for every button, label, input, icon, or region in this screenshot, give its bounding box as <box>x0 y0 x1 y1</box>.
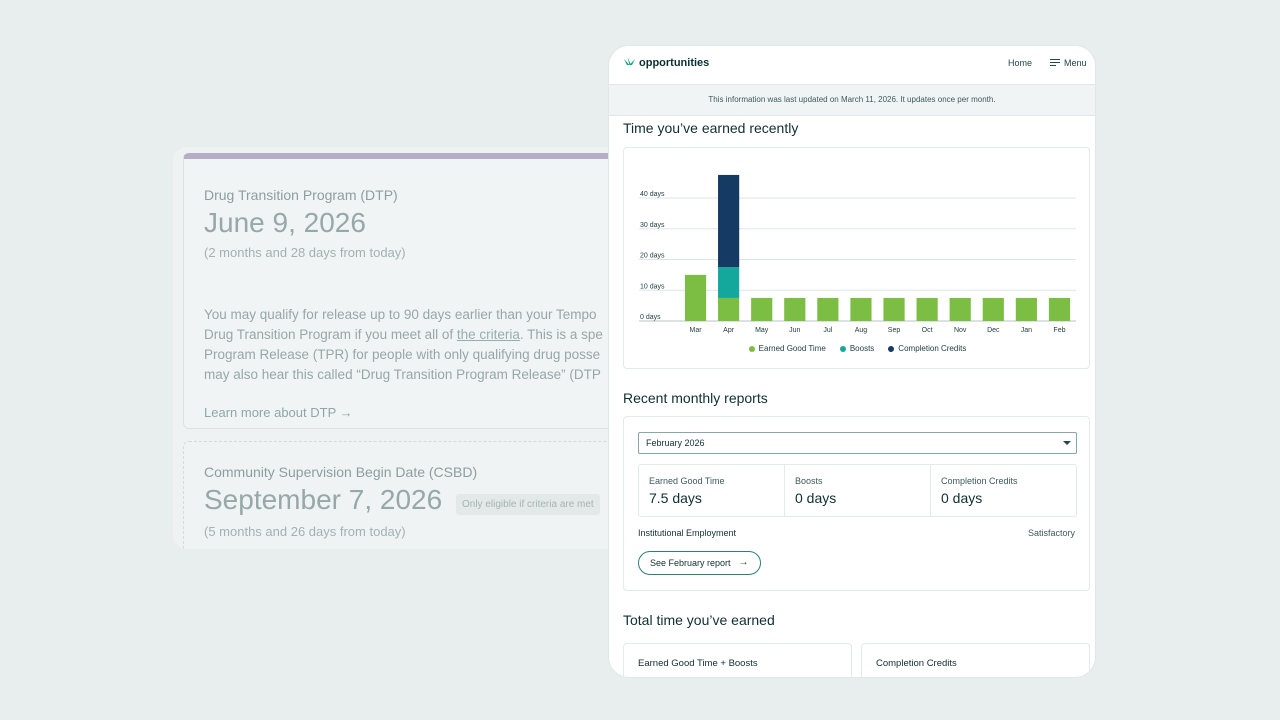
csbd-card: Community Supervision Begin Date (CSBD) … <box>183 441 633 549</box>
nav-home-link[interactable]: Home <box>1008 58 1033 68</box>
stat-boosts: Boosts 0 days <box>784 465 930 516</box>
legend-swatch <box>839 345 846 352</box>
legend-earned-good-time: Earned Good Time <box>748 344 826 353</box>
y-tick-label: 40 days <box>640 191 665 198</box>
employment-value: Satisfactory <box>1027 528 1075 538</box>
release-date: June 9, 2026 <box>204 207 366 238</box>
bar-earned-good-time <box>718 297 740 321</box>
bar-completion-credits <box>718 174 740 268</box>
bar-earned-good-time <box>850 297 872 321</box>
y-tick-label: 30 days <box>640 222 665 229</box>
total-section-title: Total time you’ve earned <box>623 612 775 628</box>
leaf-icon <box>623 57 636 69</box>
bar-earned-good-time <box>817 297 839 321</box>
x-tick-label: May <box>755 327 769 334</box>
total-card-completion-credits: Completion Credits <box>861 643 1090 677</box>
see-report-button[interactable]: See February report → <box>638 551 761 575</box>
bar-boosts <box>718 267 740 298</box>
x-tick-label: Aug <box>855 327 868 334</box>
bar-earned-good-time <box>916 297 938 321</box>
legend-completion-credits: Completion Credits <box>888 344 966 353</box>
bar-earned-good-time <box>883 297 905 321</box>
stat-earned-good-time: Earned Good Time 7.5 days <box>649 476 725 506</box>
total-card-good-time-boosts: Earned Good Time + Boosts <box>623 643 852 677</box>
bar-earned-good-time <box>1048 297 1071 321</box>
top-nav: opportunities Home Menu <box>609 46 1095 84</box>
x-tick-label: Nov <box>954 327 967 334</box>
bar-earned-good-time <box>751 297 773 321</box>
x-tick-label: Mar <box>690 327 703 334</box>
y-tick-label: 10 days <box>640 283 665 290</box>
stat-completion-credits: Completion Credits 0 days <box>930 465 1076 516</box>
x-tick-label: Dec <box>987 327 1000 334</box>
x-tick-label: Apr <box>723 327 735 334</box>
eligibility-badge: Only eligible if criteria are met <box>456 494 600 515</box>
program-title: Drug Transition Program (DTP) <box>204 187 398 203</box>
bar-earned-good-time <box>1015 297 1037 321</box>
program-description: You may qualify for release up to 90 day… <box>204 307 603 382</box>
month-select[interactable]: February 2026 <box>638 432 1077 454</box>
chevron-down-icon <box>1063 441 1071 445</box>
x-tick-label: Feb <box>1053 327 1065 334</box>
menu-button[interactable]: Menu <box>1050 57 1087 68</box>
arrow-right-icon: → <box>738 557 749 568</box>
earned-time-chart: 0 days 10 days 20 days 30 days 40 days Mar Apr… <box>623 147 1090 369</box>
x-tick-label: Sep <box>888 327 901 334</box>
menu-icon <box>1050 57 1060 68</box>
reports-section-title: Recent monthly reports <box>623 390 768 406</box>
x-tick-label: Jun <box>789 327 800 334</box>
y-tick-label: 20 days <box>640 253 665 260</box>
legend-swatch <box>748 345 755 352</box>
legend-swatch <box>888 345 895 352</box>
chart-svg: 0 days 10 days 20 days 30 days 40 days Mar Apr… <box>639 174 1076 334</box>
background-card: Drug Transition Program (DTP) June 9, 20… <box>173 147 633 549</box>
bar-earned-good-time <box>949 297 971 321</box>
program-title: Community Supervision Begin Date (CSBD) <box>204 464 478 480</box>
report-stats: Earned Good Time 7.5 days Boosts 0 days … <box>638 464 1077 517</box>
bar-earned-good-time <box>684 274 707 321</box>
phone-screen: opportunities Home Menu This information… <box>609 46 1095 677</box>
legend-boosts: Boosts <box>839 344 874 353</box>
bar-earned-good-time <box>982 297 1004 321</box>
recent-section-title: Time you’ve earned recently <box>623 120 799 136</box>
date-note: (5 months and 26 days from today) <box>204 524 406 539</box>
employment-label: Institutional Employment <box>638 528 737 538</box>
x-tick-label: Jul <box>823 327 832 334</box>
criteria-link[interactable]: the criteria <box>456 327 520 342</box>
learn-more-link[interactable]: Learn more about DTP → <box>204 405 353 420</box>
chart-legend: Earned Good Time Boosts Completion Credi… <box>624 344 1091 353</box>
date-note: (2 months and 28 days from today) <box>204 245 406 260</box>
logo[interactable]: opportunities <box>623 57 709 69</box>
bar-earned-good-time <box>784 297 806 321</box>
y-tick-label: 0 days <box>640 314 661 321</box>
x-tick-label: Jan <box>1021 327 1032 334</box>
release-date: September 7, 2026 <box>204 484 443 515</box>
x-tick-label: Oct <box>922 327 933 334</box>
dtp-card: Drug Transition Program (DTP) June 9, 20… <box>183 153 633 429</box>
update-banner: This information was last updated on Mar… <box>609 84 1095 116</box>
monthly-report-card: February 2026 Earned Good Time 7.5 days … <box>623 416 1090 591</box>
